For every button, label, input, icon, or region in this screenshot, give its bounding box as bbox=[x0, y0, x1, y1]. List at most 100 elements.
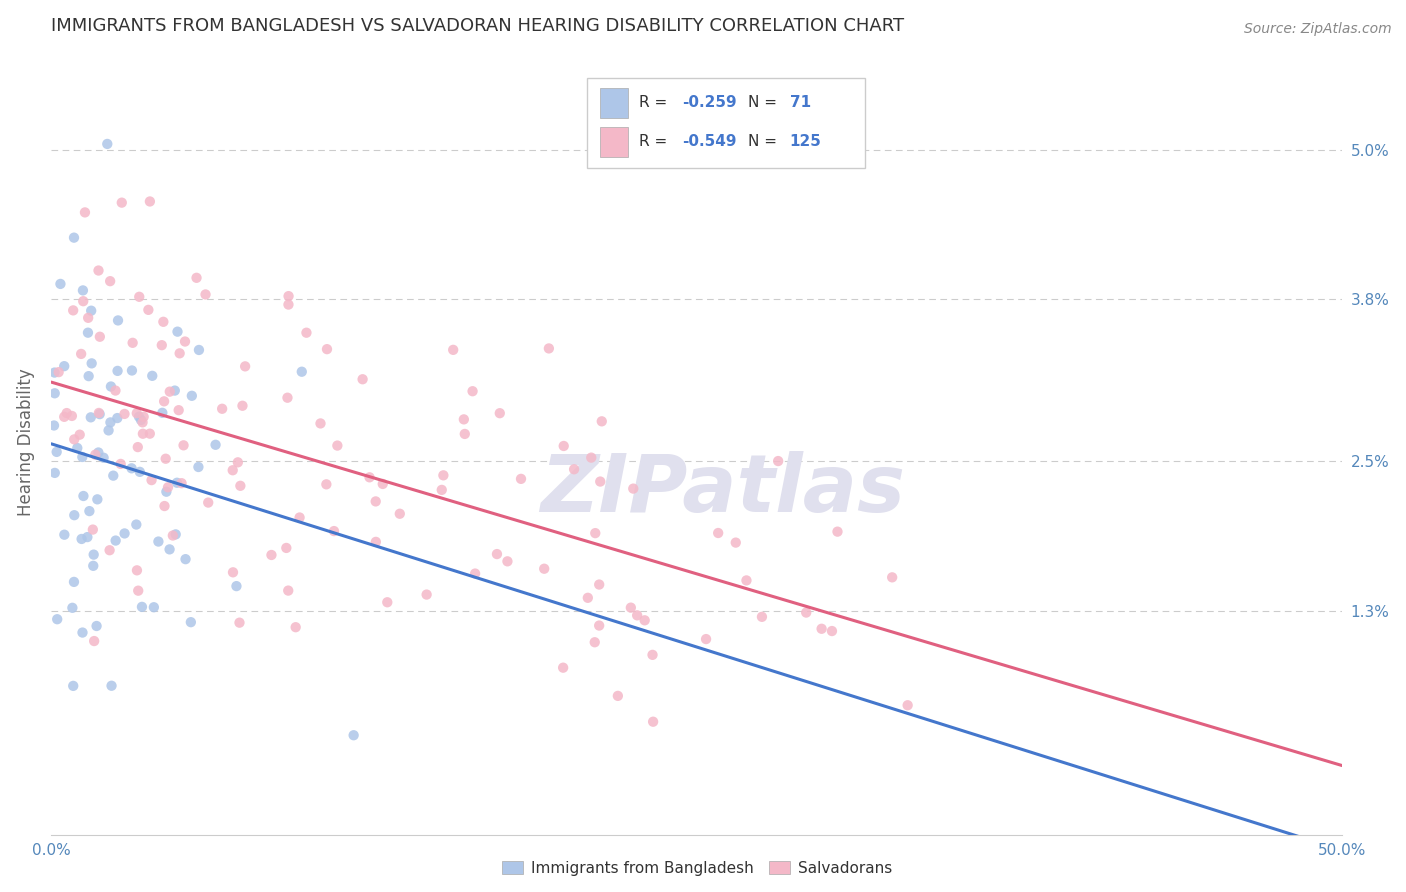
Point bbox=[153, 394, 176, 409]
Text: 71: 71 bbox=[790, 95, 811, 111]
Point bbox=[620, 600, 643, 615]
Point bbox=[454, 426, 477, 441]
Point bbox=[70, 347, 93, 361]
Point bbox=[464, 566, 486, 581]
Point bbox=[72, 294, 94, 309]
Text: R =: R = bbox=[638, 135, 672, 150]
Point bbox=[66, 441, 89, 455]
Point bbox=[93, 450, 115, 465]
Point bbox=[453, 412, 475, 426]
FancyBboxPatch shape bbox=[588, 78, 865, 168]
Point bbox=[83, 548, 105, 562]
Point bbox=[315, 477, 337, 491]
Point bbox=[591, 414, 613, 428]
Point bbox=[707, 526, 730, 541]
Point bbox=[588, 577, 610, 591]
Point bbox=[128, 290, 150, 304]
Text: 125: 125 bbox=[790, 135, 821, 150]
Point bbox=[139, 426, 162, 441]
Point bbox=[155, 484, 177, 499]
Point bbox=[695, 632, 717, 646]
Point bbox=[751, 610, 773, 624]
Point bbox=[63, 508, 86, 523]
Point bbox=[45, 445, 67, 459]
Point bbox=[589, 475, 612, 489]
Point bbox=[80, 356, 103, 370]
Point bbox=[104, 533, 127, 548]
Point bbox=[169, 346, 191, 360]
Point bbox=[735, 574, 758, 588]
Point bbox=[724, 535, 747, 549]
Point bbox=[97, 424, 120, 438]
Point bbox=[188, 343, 211, 357]
Point bbox=[49, 277, 72, 291]
Point bbox=[60, 600, 83, 615]
Text: R =: R = bbox=[638, 95, 672, 111]
Point bbox=[44, 466, 66, 480]
Point bbox=[72, 489, 94, 503]
Point bbox=[155, 451, 177, 466]
Point bbox=[82, 523, 104, 537]
Point bbox=[174, 334, 197, 349]
Point bbox=[827, 524, 849, 539]
Point bbox=[371, 477, 394, 491]
Point bbox=[352, 372, 374, 386]
Point bbox=[60, 409, 83, 423]
Point bbox=[291, 365, 314, 379]
Point bbox=[84, 448, 107, 462]
Point bbox=[162, 528, 184, 542]
Point bbox=[141, 473, 163, 487]
Point bbox=[100, 379, 122, 393]
Point bbox=[103, 468, 125, 483]
Point bbox=[323, 524, 346, 538]
Point bbox=[882, 570, 904, 584]
Point bbox=[77, 369, 100, 384]
Text: -0.259: -0.259 bbox=[682, 95, 737, 111]
Point bbox=[485, 547, 508, 561]
Point bbox=[77, 310, 100, 325]
Point bbox=[588, 618, 610, 632]
Point bbox=[180, 389, 202, 403]
Point bbox=[107, 313, 129, 327]
Point bbox=[533, 562, 555, 576]
Point bbox=[100, 679, 122, 693]
Point bbox=[180, 615, 202, 630]
Point bbox=[496, 554, 519, 568]
Point bbox=[128, 409, 150, 424]
Point bbox=[364, 494, 387, 508]
Point bbox=[87, 406, 110, 420]
Point bbox=[121, 461, 143, 475]
Point bbox=[432, 468, 454, 483]
Point bbox=[277, 297, 299, 311]
Point bbox=[63, 574, 86, 589]
Point bbox=[821, 624, 844, 638]
Point bbox=[553, 661, 575, 675]
Point bbox=[86, 492, 108, 507]
Point bbox=[415, 588, 437, 602]
Point bbox=[166, 475, 188, 490]
Point bbox=[156, 480, 179, 494]
Point bbox=[359, 470, 381, 484]
Point bbox=[72, 450, 94, 464]
Point bbox=[276, 391, 298, 405]
Point bbox=[284, 620, 307, 634]
Text: ZIPatlas: ZIPatlas bbox=[540, 450, 905, 529]
Point bbox=[77, 326, 100, 340]
Point bbox=[766, 454, 789, 468]
Point bbox=[48, 365, 70, 379]
Point bbox=[53, 527, 76, 541]
Point bbox=[114, 526, 136, 541]
Point bbox=[132, 409, 155, 424]
Point bbox=[150, 406, 173, 420]
Point bbox=[125, 563, 148, 577]
Point bbox=[326, 439, 349, 453]
Point bbox=[621, 482, 644, 496]
Point bbox=[83, 634, 105, 648]
Point bbox=[309, 417, 332, 431]
Point bbox=[142, 600, 165, 615]
Point bbox=[553, 439, 575, 453]
Point bbox=[643, 714, 665, 729]
Point bbox=[121, 363, 143, 377]
Point bbox=[222, 463, 245, 477]
Point bbox=[194, 287, 217, 301]
